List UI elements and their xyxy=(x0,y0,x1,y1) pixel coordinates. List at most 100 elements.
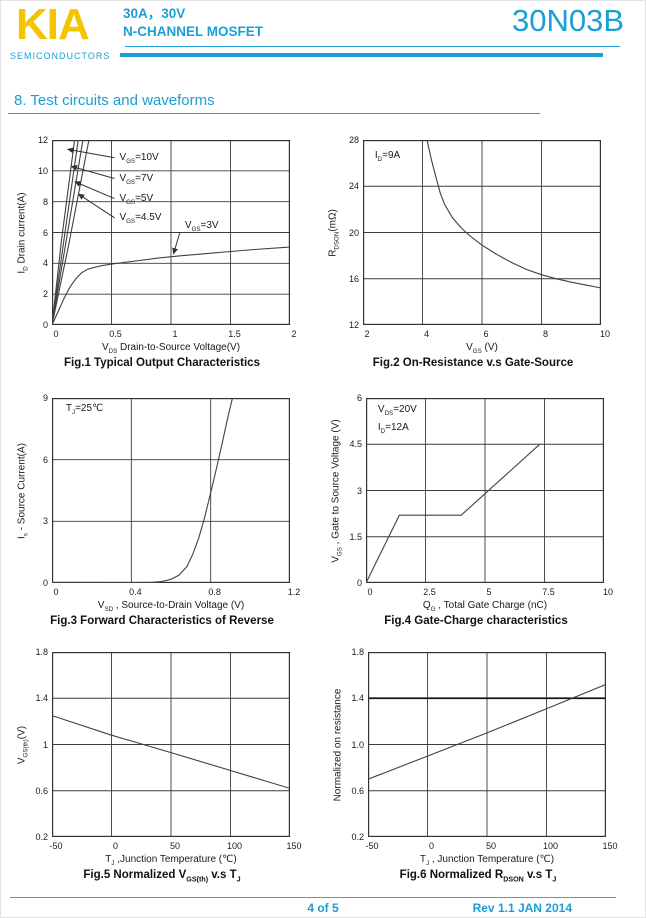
y-tick-label: 4.5 xyxy=(349,439,362,450)
kia-logo: KIA xyxy=(16,0,90,49)
x-axis-label: VDS Drain-to-Source Voltage(V) xyxy=(101,342,241,355)
y-tick-label: 0.2 xyxy=(351,832,364,842)
y-tick-label: 28 xyxy=(348,135,359,145)
fig5-plot-svg xyxy=(52,652,290,837)
figure-caption: Fig.1 Typical Output Characteristics xyxy=(64,357,260,369)
x-tick-label: 100 xyxy=(226,841,243,851)
figure-caption: Fig.5 Normalized VGS(th) v.s TJ xyxy=(83,869,241,884)
part-number: 30N03B xyxy=(511,3,624,38)
x-tick-label: -50 xyxy=(49,841,63,851)
y-tick-label: 0.2 xyxy=(35,832,48,842)
figure-caption: Fig.6 Normalized RDSON v.s TJ xyxy=(399,869,557,884)
y-tick-label: 20 xyxy=(348,227,359,238)
y-tick-label: 1.4 xyxy=(35,693,48,704)
fig3-plot-svg xyxy=(52,398,290,583)
x-tick-label: -50 xyxy=(365,841,379,851)
x-tick-label: 0.4 xyxy=(129,587,142,597)
y-tick-label: 9 xyxy=(42,393,48,403)
x-tick-label: 0 xyxy=(367,587,373,597)
fig4-plot-svg xyxy=(366,398,604,583)
section-underline xyxy=(8,113,540,114)
figure-caption: Fig.3 Forward Characteristics of Reverse xyxy=(50,615,274,627)
y-tick-label: 0.6 xyxy=(35,785,48,796)
y-tick-label: 12 xyxy=(348,320,359,330)
y-axis-label: ID Drain current(A) xyxy=(16,191,30,274)
x-tick-label: 2 xyxy=(291,329,297,339)
x-tick-label: 50 xyxy=(169,841,180,851)
y-tick-label: 6 xyxy=(42,227,48,238)
header-rule-thick xyxy=(120,53,603,57)
y-axis-label: Is - Source Current(A) xyxy=(16,442,30,539)
x-tick-label: 0 xyxy=(112,841,118,851)
x-axis-label: VSD , Source-to-Drain Voltage (V) xyxy=(97,600,245,613)
fig6-plot-svg xyxy=(368,652,606,837)
y-tick-label: 0 xyxy=(356,578,362,588)
figure-6-normalized-rdson-vs-tj: 0.2 0.6 1.0 1.4 1.8 -50 0 50 100 150 TJ , Junction… xyxy=(322,642,634,894)
curve-label: VGS=4.5V xyxy=(119,211,162,225)
y-axis-label: Normalized on resistance xyxy=(332,688,344,801)
x-tick-label: 1.5 xyxy=(228,329,241,339)
fig2-plot-svg xyxy=(363,140,601,325)
x-tick-label: 50 xyxy=(485,841,496,851)
x-tick-label: 0 xyxy=(53,329,59,339)
x-tick-label: 2.5 xyxy=(423,587,436,597)
x-tick-label: 10 xyxy=(599,329,610,339)
curve-label: VGS=7V xyxy=(119,172,154,186)
curve-label: VGS=3V xyxy=(184,220,219,234)
y-tick-label: 8 xyxy=(42,196,48,207)
figure-2-on-resistance-vs-gate-source: 12 16 20 24 28 2 4 6 8 10 VGS (V) RDSON(mΩ) ID=9A Fig… xyxy=(317,130,629,382)
x-tick-label: 0 xyxy=(53,587,59,597)
x-tick-label: 7.5 xyxy=(542,587,555,597)
x-tick-label: 4 xyxy=(423,329,429,339)
y-tick-label: 1.8 xyxy=(351,647,364,657)
x-tick-label: 1.2 xyxy=(287,587,301,597)
x-axis-label: QG , Total Gate Charge (nC) xyxy=(422,600,548,613)
y-tick-label: 0 xyxy=(42,578,48,588)
x-tick-label: 150 xyxy=(602,841,618,851)
y-tick-label: 24 xyxy=(348,181,359,192)
x-tick-label: 100 xyxy=(542,841,559,851)
y-tick-label: 16 xyxy=(348,273,359,284)
figure-caption: Fig.4 Gate-Charge characteristics xyxy=(384,615,568,627)
x-tick-label: 2 xyxy=(364,329,370,339)
figure-1-typical-output-characteristics: 0 2 4 6 8 10 12 0 0.5 1 1.5 2 VDS Drain-to-Source Vo… xyxy=(6,130,318,382)
x-tick-label: 150 xyxy=(286,841,302,851)
plot-annotation: ID=9A xyxy=(374,150,401,164)
curve-label: VGS=5V xyxy=(119,192,154,206)
plot-annotation: ID=12A xyxy=(377,422,409,436)
y-tick-label: 1.0 xyxy=(351,739,364,750)
part-type: N-CHANNEL MOSFET xyxy=(123,24,263,39)
x-tick-label: 1 xyxy=(172,329,178,339)
x-tick-label: 10 xyxy=(602,587,613,597)
y-axis-label: VGS , Gate to Source Voltage (V) xyxy=(330,418,344,563)
y-tick-label: 6 xyxy=(42,454,48,465)
header-rule-thin xyxy=(125,46,620,47)
figure-5-normalized-vgsth-vs-tj: 0.2 0.6 1 1.4 1.8 -50 0 50 100 150 TJ ,Junction Te… xyxy=(6,642,318,894)
x-tick-label: 0.5 xyxy=(109,329,122,339)
y-tick-label: 1.4 xyxy=(351,693,364,704)
y-tick-label: 10 xyxy=(37,165,48,176)
y-tick-label: 3 xyxy=(356,485,362,496)
section-title: 8. Test circuits and waveforms xyxy=(14,92,215,109)
x-axis-label: VGS (V) xyxy=(466,342,498,355)
y-tick-label: 0.6 xyxy=(351,785,364,796)
x-tick-label: 6 xyxy=(483,329,489,339)
part-description: 30A，30V N-CHANNEL MOSFET xyxy=(123,5,263,41)
plot-annotation: TJ=25℃ xyxy=(65,403,104,417)
fig1-plot-svg xyxy=(52,140,290,325)
plot-annotation: VDS=20V xyxy=(377,403,417,417)
x-axis-label: TJ , Junction Temperature (℃) xyxy=(419,854,555,867)
x-tick-label: 0 xyxy=(428,841,434,851)
y-tick-label: 4 xyxy=(42,258,48,269)
figure-3-forward-characteristics-of-reverse: 0 3 6 9 0 0.4 0.8 1.2 VSD , Source-to-Drain Volt… xyxy=(6,388,318,640)
y-tick-label: 3 xyxy=(42,516,48,527)
y-tick-label: 6 xyxy=(356,393,362,403)
x-tick-label: 8 xyxy=(542,329,548,339)
part-rating: 30A，30V xyxy=(123,6,186,21)
page-number: 4 of 5 xyxy=(307,901,339,915)
y-tick-label: 1 xyxy=(42,739,48,750)
y-tick-label: 1.5 xyxy=(349,531,362,542)
revision-label: Rev 1.1 JAN 2014 xyxy=(472,901,572,915)
x-tick-label: 0.8 xyxy=(208,587,221,597)
